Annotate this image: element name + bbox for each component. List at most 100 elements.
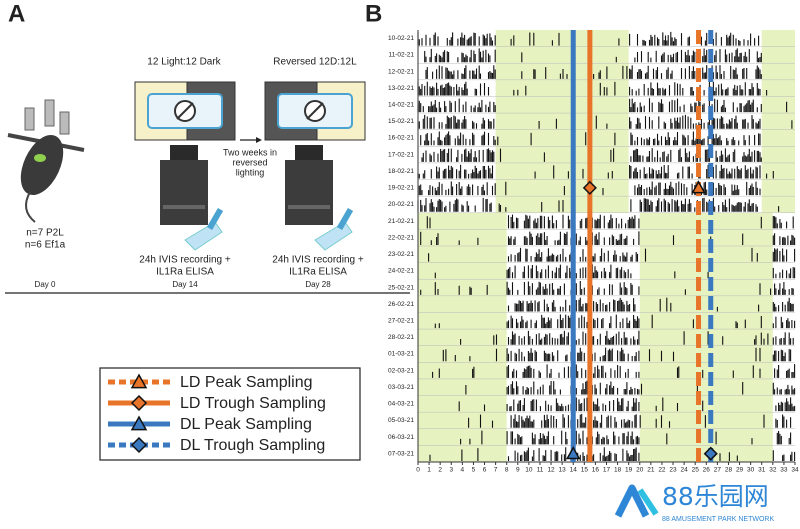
x-tick-label: 22 xyxy=(658,467,666,474)
row-label: 23-02-21 xyxy=(388,251,414,258)
row-label: 06-03-21 xyxy=(388,434,414,441)
x-tick-label: 15 xyxy=(581,467,589,474)
recording-text: 24h IVIS recording + xyxy=(139,255,231,266)
x-tick-label: 31 xyxy=(758,467,766,474)
transition-text: reversed xyxy=(232,157,267,167)
x-tick-label: 19 xyxy=(625,467,633,474)
row-label: 20-02-21 xyxy=(388,201,414,208)
recording-text: IL1Ra ELISA xyxy=(289,267,347,278)
day-label: Day 0 xyxy=(35,280,56,289)
light-phase xyxy=(418,212,507,462)
x-tick-label: 33 xyxy=(780,467,788,474)
light-phase xyxy=(761,30,795,213)
ivis-machine xyxy=(285,145,354,251)
x-tick-label: 6 xyxy=(483,467,487,474)
row-label: 03-03-21 xyxy=(388,384,414,391)
row-label: 25-02-21 xyxy=(388,284,414,291)
legend-label: DL Trough Sampling xyxy=(180,437,325,454)
day-label: Day 14 xyxy=(172,280,198,289)
x-tick-label: 11 xyxy=(537,467,544,474)
mouse-illustration xyxy=(7,99,85,223)
row-label: 11-02-21 xyxy=(388,52,414,59)
x-tick-label: 28 xyxy=(725,467,733,474)
recording-text: 24h IVIS recording + xyxy=(272,255,364,266)
legend-label: DL Peak Sampling xyxy=(180,416,312,433)
row-label: 10-02-21 xyxy=(388,35,414,42)
legend-label: LD Peak Sampling xyxy=(180,374,313,391)
watermark-logo xyxy=(614,484,659,518)
row-label: 24-02-21 xyxy=(388,268,414,275)
panel-label: A xyxy=(8,0,25,27)
sampling-marker xyxy=(582,180,597,195)
row-label: 21-02-21 xyxy=(388,218,414,225)
x-tick-label: 12 xyxy=(547,467,555,474)
x-tick-label: 26 xyxy=(703,467,711,474)
x-tick-label: 18 xyxy=(614,467,622,474)
activity xyxy=(442,347,792,362)
x-tick-label: 29 xyxy=(736,467,744,474)
sampling-marker xyxy=(130,373,148,389)
light-phase xyxy=(639,212,773,462)
row-label: 05-03-21 xyxy=(388,417,414,424)
x-tick-label: 20 xyxy=(636,467,644,474)
x-tick-label: 27 xyxy=(714,467,722,474)
x-tick-label: 3 xyxy=(449,467,453,474)
row-label: 27-02-21 xyxy=(388,317,414,324)
recording-text: IL1Ra ELISA xyxy=(156,267,214,278)
activity xyxy=(460,330,794,345)
activity xyxy=(420,131,761,146)
row-label: 14-02-21 xyxy=(388,101,414,108)
transition-text: lighting xyxy=(236,167,265,177)
row-label: 17-02-21 xyxy=(388,151,414,158)
activity xyxy=(420,280,794,295)
cage-dl xyxy=(264,81,366,141)
x-tick-label: 2 xyxy=(438,467,442,474)
row-label: 15-02-21 xyxy=(388,118,414,125)
day-label: Day 28 xyxy=(305,280,331,289)
row-label: 02-03-21 xyxy=(388,367,414,374)
activity xyxy=(460,430,792,445)
x-tick-label: 4 xyxy=(461,467,465,474)
x-tick-label: 7 xyxy=(494,467,498,474)
activity xyxy=(421,148,762,162)
ivis-machine xyxy=(160,145,224,251)
activity xyxy=(465,380,796,395)
panel-label: B xyxy=(365,0,382,27)
x-tick-label: 34 xyxy=(791,467,799,474)
arrow xyxy=(240,137,262,143)
group-label: n=6 Ef1a xyxy=(25,240,66,251)
condition-label: 12 Light:12 Dark xyxy=(147,57,221,68)
cage-ld xyxy=(134,81,236,141)
x-tick-label: 24 xyxy=(681,467,689,474)
condition-label: Reversed 12D:12L xyxy=(273,57,357,68)
row-label: 07-03-21 xyxy=(388,450,414,457)
x-tick-label: 5 xyxy=(472,467,476,474)
activity xyxy=(432,364,796,378)
x-tick-label: 8 xyxy=(505,467,509,474)
sampling-marker xyxy=(130,394,148,412)
x-tick-label: 17 xyxy=(603,467,611,474)
sampling-marker xyxy=(691,180,706,194)
row-label: 22-02-21 xyxy=(388,234,414,241)
sampling-marker xyxy=(130,415,148,431)
activity xyxy=(424,48,762,63)
legend-label: LD Trough Sampling xyxy=(180,395,326,412)
row-label: 26-02-21 xyxy=(388,301,414,308)
sampling-marker xyxy=(130,436,148,454)
row-label: 01-03-21 xyxy=(388,351,414,358)
watermark-title: 88乐园网 xyxy=(662,482,769,511)
x-tick-label: 10 xyxy=(525,467,533,474)
watermark-subtitle: 88 AMUSEMENT PARK NETWORK xyxy=(662,516,774,523)
x-tick-label: 32 xyxy=(769,467,777,474)
x-tick-label: 0 xyxy=(416,467,420,474)
actogram: 10-02-21 11-02-21 12-02-21 13-02-21 14-02-21… xyxy=(388,30,799,474)
activity xyxy=(458,397,796,412)
x-tick-label: 25 xyxy=(692,467,700,474)
activity xyxy=(434,264,796,279)
transition-text: Two weeks in xyxy=(223,147,277,157)
x-tick-label: 9 xyxy=(516,467,520,474)
light-phase xyxy=(495,30,629,213)
row-label: 13-02-21 xyxy=(388,85,414,92)
x-tick-label: 16 xyxy=(592,467,600,474)
row-label: 28-02-21 xyxy=(388,334,414,341)
